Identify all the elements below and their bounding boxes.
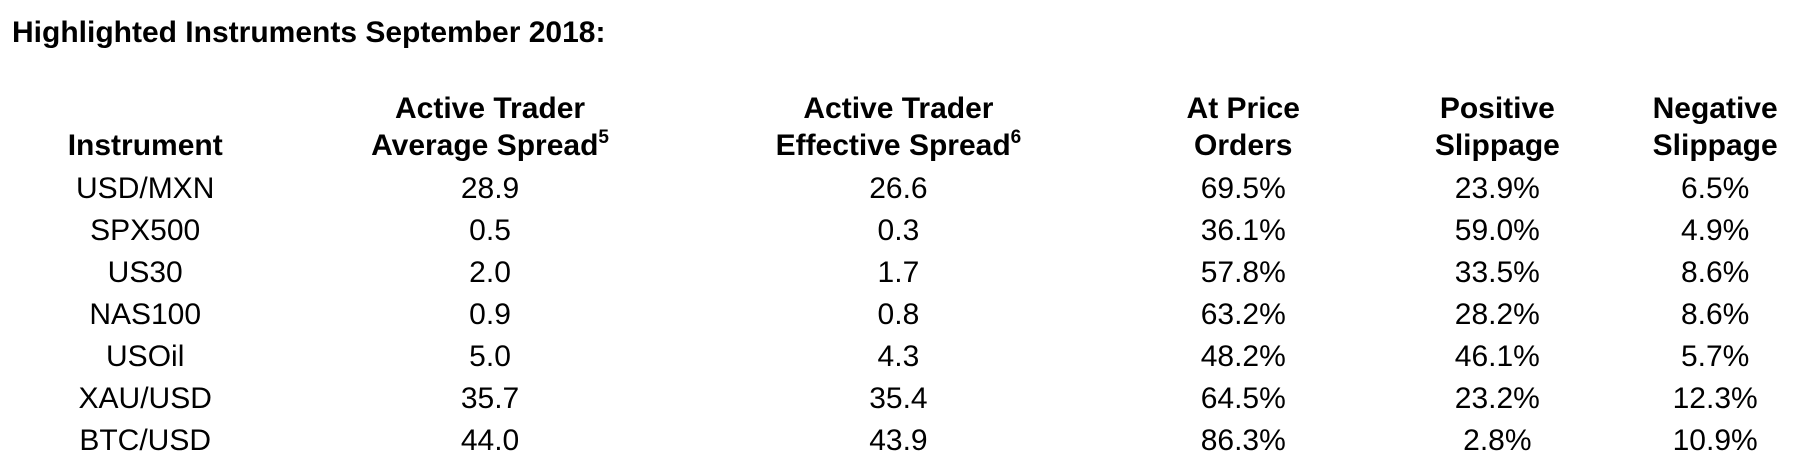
column-header-at-price-orders: At Price Orders [1107,90,1379,168]
cell-positive-slippage: 46.1% [1454,340,1540,373]
header-line1: Active Trader [394,92,586,125]
page-title: Highlighted Instruments September 2018: [12,16,606,49]
cell-instrument: USD/MXN [76,172,215,205]
table-row: USOil 5.0 4.3 48.2% 46.1% 5.7% [0,336,1815,378]
cell-at-price-orders: 63.2% [1200,298,1286,331]
header-text: Instrument [67,129,223,162]
cell-negative-slippage: 4.9% [1680,214,1750,247]
cell-at-price-orders: 86.3% [1200,424,1286,457]
header-text: Average Spread [371,129,599,162]
header-text: Slippage [1434,129,1560,162]
table-row: USD/MXN 28.9 26.6 69.5% 23.9% 6.5% [0,168,1815,210]
header-line1: At Price [1186,92,1300,125]
header-text: Slippage [1652,129,1778,162]
header-line1: Positive [1439,92,1555,125]
cell-negative-slippage: 12.3% [1672,382,1758,415]
header-text: Orders [1194,129,1293,162]
cell-negative-slippage: 8.6% [1680,256,1750,289]
header-line2: Orders [1107,127,1379,164]
cell-positive-slippage: 28.2% [1454,298,1540,331]
column-header-average-spread: Active Trader Average Spread5 [290,90,689,168]
table-row: BTC/USD 44.0 43.9 86.3% 2.8% 10.9% [0,420,1815,462]
header-line2: Slippage [1379,127,1615,164]
table-row: XAU/USD 35.7 35.4 64.5% 23.2% 12.3% [0,378,1815,420]
cell-effective-spread: 4.3 [877,340,920,373]
cell-effective-spread: 35.4 [869,382,928,415]
footnote-marker: 5 [598,127,609,148]
cell-positive-slippage: 23.2% [1454,382,1540,415]
instruments-table: Instrument Active Trader Average Spread5… [0,90,1815,462]
table-row: US30 2.0 1.7 57.8% 33.5% 8.6% [0,252,1815,294]
header-row: Instrument Active Trader Average Spread5… [0,90,1815,168]
cell-effective-spread: 0.8 [877,298,920,331]
cell-at-price-orders: 57.8% [1200,256,1286,289]
cell-average-spread: 5.0 [469,340,511,373]
column-header-effective-spread: Active Trader Effective Spread6 [690,90,1107,168]
cell-instrument: USOil [106,340,185,373]
column-header-negative-slippage: Negative Slippage [1615,90,1815,168]
cell-positive-slippage: 33.5% [1454,256,1540,289]
cell-instrument: NAS100 [89,298,202,331]
cell-effective-spread: 43.9 [869,424,928,457]
header-line1: Negative [1652,92,1778,125]
cell-negative-slippage: 10.9% [1672,424,1758,457]
cell-instrument: SPX500 [90,214,201,247]
cell-at-price-orders: 64.5% [1200,382,1286,415]
cell-positive-slippage: 2.8% [1463,424,1532,457]
cell-average-spread: 44.0 [460,424,520,457]
cell-average-spread: 2.0 [469,256,511,289]
header-line2: Slippage [1615,127,1815,164]
header-text: Effective Spread [775,129,1011,162]
table-row: SPX500 0.5 0.3 36.1% 59.0% 4.9% [0,210,1815,252]
cell-positive-slippage: 59.0% [1454,214,1540,247]
cell-average-spread: 0.5 [469,214,511,247]
cell-instrument: XAU/USD [78,382,212,415]
cell-negative-slippage: 8.6% [1680,298,1750,331]
cell-average-spread: 0.9 [469,298,511,331]
cell-instrument: BTC/USD [79,424,212,457]
cell-effective-spread: 0.3 [877,214,920,247]
cell-at-price-orders: 48.2% [1200,340,1286,373]
footnote-marker: 6 [1010,127,1022,148]
cell-negative-slippage: 5.7% [1680,340,1750,373]
cell-effective-spread: 1.7 [877,256,920,289]
cell-effective-spread: 26.6 [869,172,928,205]
cell-at-price-orders: 36.1% [1200,214,1286,247]
header-line2: Average Spread5 [290,127,689,164]
column-header-positive-slippage: Positive Slippage [1379,90,1615,168]
cell-average-spread: 35.7 [460,382,520,415]
cell-positive-slippage: 23.9% [1454,172,1540,205]
header-line2: Instrument [0,127,290,164]
cell-average-spread: 28.9 [460,172,520,205]
table-row: NAS100 0.9 0.8 63.2% 28.2% 8.6% [0,294,1815,336]
cell-instrument: US30 [107,256,183,289]
header-line2: Effective Spread6 [690,127,1107,164]
cell-negative-slippage: 6.5% [1680,172,1750,205]
column-header-instrument: Instrument [0,90,290,168]
header-line1: Active Trader [803,92,994,125]
cell-at-price-orders: 69.5% [1200,172,1286,205]
